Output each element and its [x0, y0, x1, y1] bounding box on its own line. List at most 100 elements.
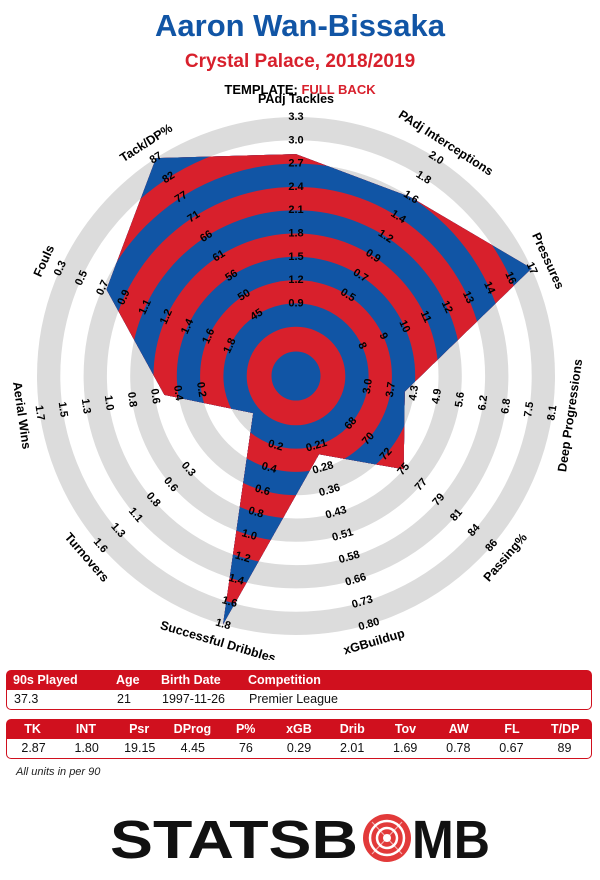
- radar-tick-label: 87: [148, 150, 165, 167]
- radar-tick-label: 16: [502, 270, 518, 286]
- stats-header-cell: P%: [235, 722, 256, 736]
- stats-header-cell: Tov: [394, 722, 417, 736]
- radar-tick-label: 1.3: [79, 398, 93, 415]
- stats-header-cell: Psr: [129, 722, 150, 736]
- radar-ring-track: [36, 116, 556, 636]
- radar-tick-label: 9: [376, 331, 389, 342]
- logo-target-icon: [363, 814, 411, 862]
- stats-header-cell: TK: [24, 722, 41, 736]
- radar-tick-label: 1.0: [240, 527, 258, 543]
- radar-tick-label: 0.73: [350, 593, 374, 611]
- radar-tick-label: 1.1: [137, 298, 154, 317]
- radar-tick-label: 2.1: [288, 204, 303, 216]
- radar-tick-label: 0.2: [194, 381, 208, 398]
- stats-value-cell: 2.01: [339, 741, 365, 755]
- summary-value-cell: 21: [117, 692, 131, 706]
- summary-header-cell: Competition: [248, 673, 321, 687]
- radar-tick-label: 0.8: [125, 391, 139, 408]
- radar-tick-label: 11: [418, 309, 434, 325]
- radar-tick-label: 0.36: [318, 482, 342, 500]
- radar-tick-label: 50: [236, 287, 253, 304]
- radar-tick-label: 0.51: [331, 526, 355, 544]
- summary-table: 90s Played Age Birth Date Competition 37…: [6, 670, 592, 710]
- stats-header-cell: DProg: [173, 722, 212, 736]
- template-value: FULL BACK: [301, 82, 376, 97]
- stats-value-cell: 4.45: [180, 741, 205, 755]
- stats-value-cell: 19.15: [124, 741, 156, 755]
- summary-value-cell: Premier League: [249, 692, 338, 706]
- radar-tick-label: 1.8: [221, 336, 238, 355]
- radar-tick-label: 1.2: [288, 274, 303, 286]
- radar-tick-label: 2.7: [288, 158, 303, 170]
- radar-tick-label: 1.6: [221, 594, 239, 610]
- radar-tick-label: 8: [355, 341, 368, 352]
- stats-value-cell: 0.78: [446, 741, 471, 755]
- radar-tick-label: 0.43: [324, 504, 348, 522]
- radar-tick-label: 5.6: [453, 391, 467, 408]
- radar-tick-label: 1.0: [102, 394, 116, 411]
- logo-text-right: MB: [412, 810, 490, 866]
- radar-tick-label: 0.4: [171, 385, 185, 403]
- stats-value-cell: 76: [238, 741, 253, 755]
- radar-tick-label: 1.8: [288, 228, 303, 240]
- summary-value-cell: 37.3: [14, 692, 39, 706]
- radar-chart: 0.9 1.2 1.5 1.8 2.1 2.4 2.7 3.0 3.3 PAdj Tackles 0…: [10, 92, 585, 660]
- radar-tick-label: 0.9: [288, 297, 303, 309]
- radar-tick-label: 1.6: [200, 327, 217, 346]
- stats-header-cell: AW: [448, 722, 469, 736]
- summary-value-row: 37.3 21 1997-11-26 Premier League: [6, 690, 592, 710]
- radar-tick-label: 1.5: [288, 251, 303, 263]
- radar-tick-label: 0.6: [148, 388, 162, 405]
- radar-tick-label: 45: [248, 307, 265, 324]
- radar-tick-label: 1.4: [227, 572, 246, 588]
- radar-tick-label: 1.2: [158, 307, 175, 326]
- player-name: Aaron Wan-Bissaka: [155, 8, 445, 43]
- radar-tick-label: 3.3: [288, 111, 303, 123]
- radar-tick-label: 12: [439, 299, 455, 315]
- radar-tick-label: 0.7: [94, 278, 111, 297]
- logo-text-left: STATSB: [110, 810, 358, 866]
- radar-tick-label: 0.66: [344, 571, 368, 589]
- stats-header-row: TK INT Psr DProg P% xGB Drib Tov AW FL T…: [6, 719, 592, 739]
- radar-tick-label: 0.21: [305, 437, 329, 455]
- radar-tick-label: 0.9: [115, 288, 132, 307]
- radar-tick-label: 7.5: [522, 401, 536, 418]
- radar-tick-label: 6.8: [499, 398, 513, 415]
- summary-header-cell: Birth Date: [161, 673, 221, 687]
- radar-tick-label: 0.58: [337, 549, 361, 567]
- radar-tick-label: 0.3: [52, 259, 69, 278]
- radar-tick-label: 3.0: [288, 134, 303, 146]
- radar-tick-label: 0.2: [266, 438, 284, 454]
- stats-value-cell: 89: [557, 741, 572, 755]
- radar-tick-label: 17: [524, 260, 540, 276]
- team-season: Crystal Palace, 2018/2019: [184, 51, 416, 72]
- radar-tick-label: 3.0: [361, 378, 375, 395]
- radar-tick-label: 14: [481, 280, 497, 297]
- summary-header-cell: Age: [116, 673, 140, 687]
- stats-header-cell: Drib: [339, 722, 365, 736]
- radar-tick-label: 1.7: [33, 404, 47, 421]
- radar-tick-label: 77: [173, 189, 190, 206]
- radar-tick-label: 0.80: [357, 616, 381, 634]
- radar-tick-label: 0.8: [247, 505, 265, 521]
- stats-value-row: 2.87 1.80 19.15 4.45 76 0.29 2.01 1.69 0…: [6, 739, 592, 759]
- radar-tick-label: 10: [396, 318, 412, 334]
- stats-value-cell: 2.87: [21, 741, 46, 755]
- radar-tick-label: 2.4: [288, 181, 304, 193]
- radar-tick-label: 61: [211, 248, 228, 265]
- radar-tick-label: 3.7: [384, 381, 398, 398]
- stats-header-cell: T/DP: [551, 722, 580, 736]
- radar-tick-label: 4.3: [407, 385, 421, 402]
- radar-axis-label: Deep Progressions: [555, 358, 585, 473]
- units-footnote: All units in per 90: [16, 766, 101, 778]
- summary-header-cell: 90s Played: [13, 673, 78, 687]
- stats-header-cell: INT: [75, 722, 96, 736]
- radar-axis-label: xGBuildup: [342, 626, 407, 657]
- radar-tick-label: 0.5: [73, 269, 90, 288]
- summary-value-cell: 1997-11-26: [162, 692, 226, 706]
- stats-value-cell: 0.67: [499, 741, 524, 755]
- stats-value-cell: 0.29: [286, 741, 312, 755]
- radar-tick-label: 0.28: [311, 459, 335, 477]
- radar-tick-label: 13: [460, 289, 476, 305]
- template-line: TEMPLATE: FULL BACK: [0, 82, 600, 97]
